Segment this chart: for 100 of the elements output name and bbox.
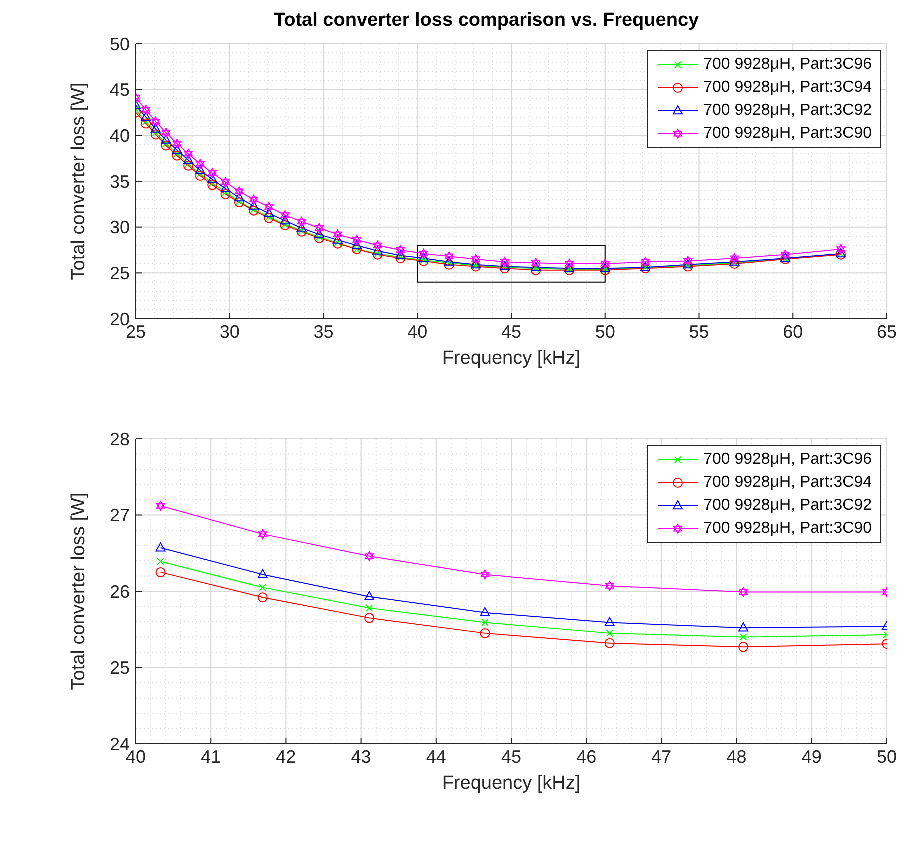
point: [600, 259, 610, 269]
point: [604, 617, 615, 626]
point: [161, 140, 172, 151]
point: [640, 264, 651, 274]
y-axis-title: Total converter loss [W]: [68, 82, 90, 280]
x-tick-label: 48: [726, 746, 747, 767]
y-axis-title: Total converter loss [W]: [68, 492, 90, 690]
x-tick-label: 49: [802, 746, 822, 767]
point: [196, 159, 205, 170]
legend-label: 700 9928μH, Part:3C90: [704, 520, 872, 538]
legend-label: 700 9928μH, Part:3C92: [704, 102, 872, 120]
point: [221, 177, 230, 188]
point: [172, 150, 182, 161]
x-tick-label: 45: [501, 746, 522, 767]
point: [264, 213, 274, 224]
point: [259, 584, 267, 592]
y-tick-label: 45: [110, 80, 130, 100]
x-tick-label: 40: [408, 322, 428, 342]
point: [352, 240, 362, 250]
point: [162, 140, 170, 148]
point: [142, 105, 151, 115]
point: [684, 256, 693, 266]
point: [600, 263, 610, 272]
point: [836, 244, 846, 254]
point: [258, 529, 268, 540]
point: [172, 144, 182, 154]
y-tick-label: 26: [110, 582, 130, 602]
point: [372, 246, 383, 255]
point: [364, 591, 375, 600]
point: [365, 551, 374, 562]
point: [208, 180, 216, 187]
point: [472, 254, 480, 264]
point: [472, 262, 480, 270]
point: [142, 118, 150, 126]
point: [248, 200, 259, 210]
point: [208, 174, 218, 184]
y-tick-label: 30: [110, 218, 130, 238]
point: [501, 264, 509, 272]
point: [297, 216, 306, 227]
point: [184, 154, 194, 164]
point: [531, 262, 542, 272]
y-tick-label: 28: [110, 429, 130, 450]
point: [605, 581, 614, 592]
x-tick-label: 55: [689, 322, 710, 342]
legend-label: 700 9928μH, Part:3C92: [704, 496, 872, 514]
point: [396, 245, 406, 256]
point: [150, 124, 161, 133]
point: [196, 170, 204, 178]
point: [446, 259, 454, 267]
point: [208, 168, 217, 178]
point: [604, 638, 615, 648]
point: [683, 259, 694, 269]
point: [157, 558, 164, 566]
point: [471, 259, 482, 269]
y-tick-label: 40: [110, 126, 130, 146]
legend-label: 700 9928μH, Part:3C90: [704, 124, 872, 142]
point: [264, 202, 274, 212]
point: [296, 222, 307, 232]
point: [740, 634, 748, 641]
x-tick-label: 41: [201, 746, 222, 767]
point: [141, 118, 152, 129]
point: [564, 263, 575, 272]
point: [444, 260, 454, 270]
point: [781, 250, 790, 260]
y-tick-label: 27: [110, 506, 130, 526]
point: [500, 257, 510, 268]
point: [162, 128, 171, 138]
x-tick-label: 43: [351, 746, 372, 767]
x-tick-label: 60: [783, 322, 804, 342]
point: [396, 250, 406, 260]
point: [738, 622, 749, 632]
point: [444, 256, 454, 266]
point: [730, 256, 740, 266]
point: [220, 183, 231, 192]
point: [208, 180, 218, 190]
point: [234, 198, 244, 208]
point: [156, 501, 166, 512]
point: [352, 235, 362, 246]
y-tick-label: 25: [110, 658, 130, 678]
point: [265, 214, 273, 221]
point: [419, 248, 428, 259]
point: [236, 198, 244, 206]
point: [172, 138, 182, 149]
point: [195, 165, 206, 174]
point: [152, 116, 160, 127]
point: [418, 256, 429, 266]
point: [184, 149, 193, 159]
point: [161, 134, 172, 144]
point: [250, 194, 258, 205]
x-tick-label: 50: [876, 746, 898, 767]
point: [373, 240, 382, 251]
y-tick-label: 35: [110, 172, 130, 192]
point: [234, 192, 244, 202]
x-tick-label: 35: [314, 322, 334, 342]
point: [738, 642, 749, 652]
point: [471, 262, 482, 272]
point: [532, 264, 540, 272]
point: [152, 129, 160, 137]
point: [500, 261, 510, 270]
point: [739, 587, 748, 598]
